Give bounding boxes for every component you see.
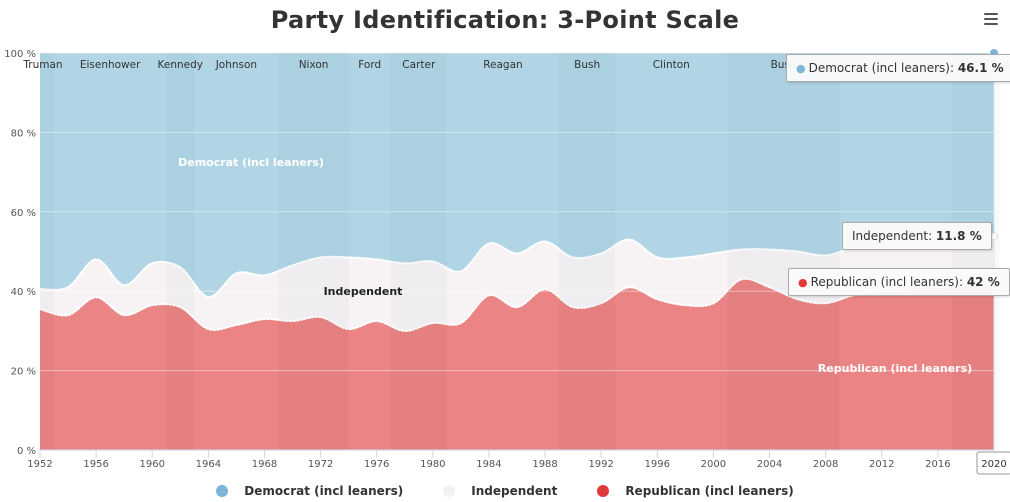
tooltip-republican: ● Republican (incl leaners): 42 % xyxy=(788,268,1010,296)
president-band xyxy=(40,53,55,450)
tooltip-republican-value: 42 % xyxy=(966,275,1000,289)
x-tick-label: 1960 xyxy=(140,459,165,470)
series-area-republican xyxy=(40,278,994,450)
tooltip-independent: Independent: 11.8 % xyxy=(842,222,992,250)
president-label: Clinton xyxy=(653,59,690,71)
x-tick-label: 2016 xyxy=(925,459,950,470)
x-tick-label: 1964 xyxy=(196,459,221,470)
hamburger-menu-icon[interactable] xyxy=(978,7,1004,31)
x-tick-label: 2004 xyxy=(757,459,782,470)
tooltip-independent-label: Independent xyxy=(852,229,929,243)
x-tick-label: 1980 xyxy=(420,459,445,470)
legend-marker-independent xyxy=(443,485,456,497)
tooltip-democrat: ● Democrat (incl leaners): 46.1 % xyxy=(786,54,1010,82)
president-label: Bush xyxy=(574,59,600,71)
president-band xyxy=(727,53,840,450)
president-band xyxy=(194,53,279,450)
president-band xyxy=(348,53,391,450)
y-tick-label: 0 % xyxy=(17,446,36,457)
y-tick-label: 60 % xyxy=(11,208,36,219)
president-band xyxy=(390,53,447,450)
tooltip-independent-value: 11.8 % xyxy=(935,229,982,243)
x-tick-label: 1996 xyxy=(645,459,670,470)
y-tick-label: 20 % xyxy=(11,367,36,378)
president-label: Nixon xyxy=(299,59,329,71)
series-label-independent: Independent xyxy=(324,285,403,298)
x-tick-label: 1968 xyxy=(252,459,277,470)
president-label: Kennedy xyxy=(158,59,203,71)
area-chart: 0 % 20 % 40 % 60 % 80 % 100 %Truman Eisenhower… xyxy=(4,47,1010,475)
legend-marker-republican xyxy=(597,485,610,497)
x-tick-label: 1988 xyxy=(532,459,557,470)
legend-item-republican[interactable]: Republican (incl leaners) xyxy=(597,484,794,498)
legend-item-independent[interactable]: Independent xyxy=(443,484,557,498)
x-tick-label: 1952 xyxy=(27,459,52,470)
legend-label-democrat: Democrat (incl leaners) xyxy=(244,484,404,498)
president-label: Johnson xyxy=(215,59,257,71)
legend-label-independent: Independent xyxy=(471,484,558,498)
legend-marker-democrat xyxy=(216,485,229,497)
chart-title: Party Identification: 3-Point Scale xyxy=(270,6,740,34)
tooltip-democrat-label: Democrat (incl leaners) xyxy=(808,61,950,75)
x-tick-label: 2012 xyxy=(869,459,894,470)
series-line-independent xyxy=(38,235,996,299)
y-tick-label: 100 % xyxy=(4,49,36,60)
president-band xyxy=(166,53,195,450)
crosshair-label-box xyxy=(976,451,1010,475)
x-tick-label: 1984 xyxy=(476,459,501,470)
tooltip-democrat-value: 46.1 % xyxy=(957,61,1004,75)
x-tick-label: 2000 xyxy=(701,459,726,470)
x-tick-label: 2008 xyxy=(813,459,838,470)
y-tick-label: 80 % xyxy=(11,128,36,139)
legend-label-republican: Republican (incl leaners) xyxy=(625,484,794,498)
president-label: Carter xyxy=(402,59,436,71)
president-band xyxy=(446,53,560,450)
president-band xyxy=(54,53,167,450)
x-tick-label: 1956 xyxy=(83,459,108,470)
legend-item-democrat[interactable]: Democrat (incl leaners) xyxy=(216,484,403,498)
tooltip-republican-label: Republican (incl leaners) xyxy=(810,275,959,289)
series-line-republican xyxy=(38,277,996,333)
x-tick-label: 1972 xyxy=(308,459,333,470)
series-label-democrat: Democrat (incl leaners) xyxy=(178,156,324,169)
president-label: Eisenhower xyxy=(80,59,141,71)
x-tick-label: 1992 xyxy=(588,459,613,470)
president-label: Truman xyxy=(22,59,62,71)
president-label: Reagan xyxy=(483,59,522,71)
president-band xyxy=(559,53,616,450)
legend: Democrat (incl leaners) Independent Repu… xyxy=(0,484,1010,498)
x-tick-label: 1976 xyxy=(364,459,389,470)
series-label-republican: Republican (incl leaners) xyxy=(818,362,972,375)
president-band xyxy=(839,53,952,450)
y-tick-label: 40 % xyxy=(11,287,36,298)
crosshair-label: 2020 xyxy=(981,459,1006,470)
president-band xyxy=(951,53,1000,450)
president-band xyxy=(615,53,728,450)
president-label: Ford xyxy=(358,59,381,71)
president-band xyxy=(278,53,349,450)
